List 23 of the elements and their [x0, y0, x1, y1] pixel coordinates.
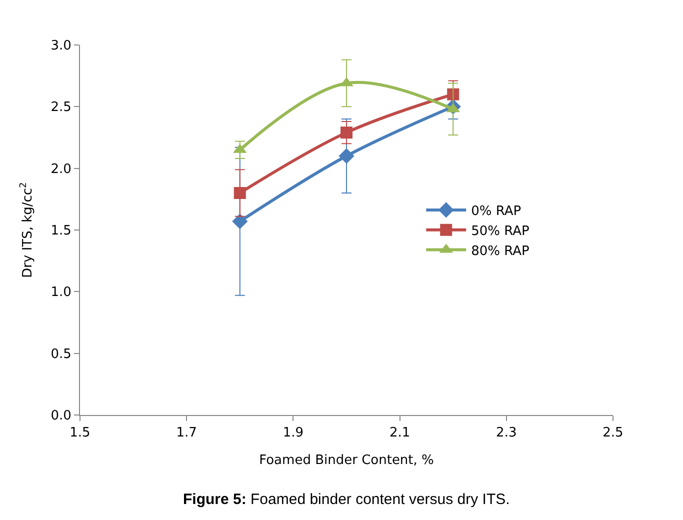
point [234, 187, 246, 199]
y-tick-label: 1.0 [50, 285, 72, 300]
x-tick-label: 1.7 [176, 426, 197, 441]
y-tick-label: 2.0 [50, 162, 72, 177]
point [232, 214, 248, 230]
point [447, 88, 460, 100]
x-tick-label: 1.9 [282, 426, 304, 441]
point [340, 126, 352, 139]
x-tick-label: 2.3 [496, 426, 517, 441]
y-tick-label: 1.5 [50, 224, 72, 239]
legend-label: 50% RAP [471, 224, 530, 239]
point [338, 148, 354, 164]
x-tick-label: 2.1 [389, 426, 410, 441]
y-tick-label: 3.0 [50, 38, 72, 54]
y-tick-label: 0.0 [50, 408, 72, 424]
x-tick-label: 1.5 [70, 426, 90, 441]
legend-label: 80% RAP [471, 244, 530, 259]
text: Figure 5: Foamed binder content versus dry ITS. [183, 491, 510, 508]
x-axis-title: Foamed Binder Content, % [259, 453, 434, 468]
y-tick-label: 0.5 [50, 346, 72, 362]
y-tick-label: 2.5 [50, 100, 72, 116]
x-tick-label: 2.5 [602, 426, 624, 441]
legend-label: 0% RAP [471, 204, 522, 220]
